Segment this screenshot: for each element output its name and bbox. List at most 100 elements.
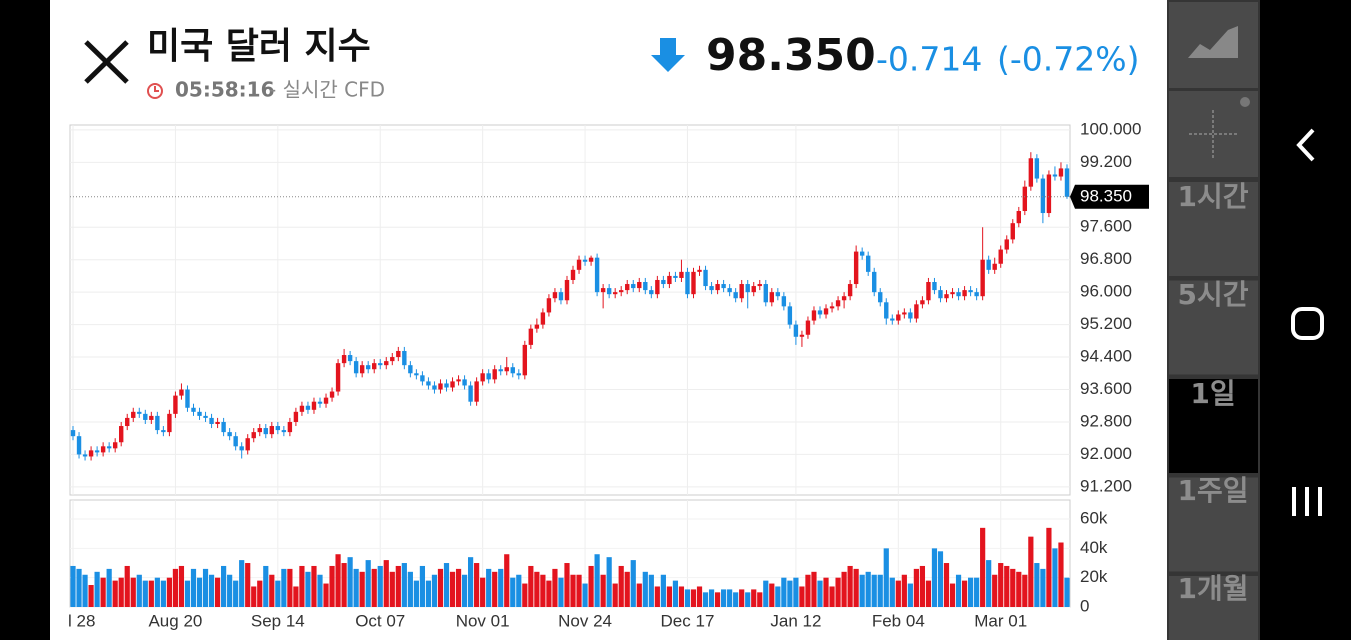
candle-body (1052, 174, 1058, 177)
candle-body (456, 379, 461, 382)
candle-body (619, 290, 624, 293)
candle-body (353, 361, 359, 374)
candle-body (197, 411, 202, 416)
y-tick-label: 96.800 (1080, 249, 1132, 268)
candle-body (480, 373, 485, 382)
volume-bar (660, 574, 666, 607)
candle-body (365, 365, 371, 370)
candle-body (775, 292, 781, 297)
candle-body (679, 271, 684, 278)
volume-bar (407, 571, 413, 607)
x-tick-label: Aug 20 (148, 611, 202, 630)
volume-bar (558, 577, 564, 607)
candle-body (203, 415, 208, 418)
candle-body (932, 282, 937, 291)
volume-bar (582, 583, 588, 607)
timeframe-button[interactable] (1169, 576, 1258, 640)
candle-body (432, 385, 437, 390)
volume-bar (690, 589, 697, 607)
back-button[interactable] (1296, 128, 1315, 162)
candle-body (902, 312, 907, 315)
candle-body (137, 411, 142, 414)
last-price-tag (1070, 184, 1149, 209)
volume-bar (1004, 565, 1010, 607)
volume-bar (522, 583, 528, 607)
volume-bar (1052, 548, 1058, 607)
candle-body (980, 259, 985, 297)
volume-bar (787, 580, 793, 607)
candle-body (673, 275, 678, 278)
volume-bar (528, 565, 534, 607)
volume-bar (227, 574, 233, 607)
candle-body (878, 292, 883, 303)
volume-bar (829, 586, 835, 607)
volume-bar (437, 568, 444, 607)
volume-bar (263, 565, 269, 607)
home-button[interactable] (1291, 307, 1324, 340)
volume-bar (221, 565, 227, 607)
volume-bar (871, 574, 877, 607)
candle-body (841, 296, 847, 301)
volume-bar (275, 580, 281, 607)
candle-body (335, 363, 341, 392)
volume-bar (678, 586, 685, 607)
candle-body (179, 389, 184, 396)
volume-bar (1028, 536, 1034, 607)
price-frame (69, 124, 1071, 496)
candle-body (950, 292, 955, 295)
volume-bar (600, 574, 606, 607)
candle-body (299, 405, 305, 412)
candle-body (534, 324, 540, 329)
volume-bar (329, 565, 335, 607)
candle-body (625, 284, 630, 291)
volume-bar (648, 574, 654, 607)
candle-body (221, 421, 226, 433)
volume-bar (251, 586, 257, 607)
timeframe-button[interactable] (1169, 379, 1258, 473)
volume-bar (841, 571, 847, 607)
candle-body (94, 450, 100, 453)
y-tick-label: 99.200 (1080, 152, 1132, 171)
volume-bar (468, 557, 474, 607)
line-chart-button[interactable] (1169, 2, 1258, 88)
volume-bar (961, 580, 968, 607)
candle-body (872, 271, 877, 293)
volume-bar (474, 563, 480, 607)
candle-body (239, 446, 244, 451)
candle-body (811, 310, 817, 321)
candle-body (564, 279, 570, 301)
candle-body (763, 284, 768, 303)
volume-bar (431, 574, 438, 607)
x-tick-label: Oct 07 (355, 611, 405, 630)
candle-body (486, 373, 491, 380)
volume-bar (721, 589, 727, 607)
timeframe-button[interactable] (1169, 280, 1258, 375)
candle-body (1058, 168, 1064, 177)
timeframe-button[interactable] (1169, 477, 1258, 572)
volume-bar (1040, 568, 1046, 607)
volume-bar (877, 574, 883, 607)
candle-body (155, 415, 160, 431)
candle-body (167, 413, 172, 433)
candle-body (594, 257, 600, 293)
close-icon[interactable] (84, 40, 129, 84)
candle-body (847, 284, 853, 297)
candle-body (161, 430, 166, 433)
volume-bar (1058, 542, 1064, 607)
candle-body (359, 365, 365, 374)
volume-bar (443, 563, 450, 607)
change: -0.714 (876, 40, 982, 79)
candle-body (823, 308, 829, 315)
volume-bar (461, 574, 468, 607)
volume-bar (745, 592, 751, 607)
timeframe-button[interactable] (1169, 182, 1258, 276)
volume-bar (136, 574, 142, 607)
candle-body (287, 421, 293, 433)
candle-body (751, 286, 756, 293)
recents-button[interactable] (1292, 487, 1322, 516)
candle-body (576, 259, 582, 270)
candle-body (450, 381, 455, 388)
volume-bar (1046, 527, 1052, 607)
x-tick-label: Dec 17 (661, 611, 715, 630)
